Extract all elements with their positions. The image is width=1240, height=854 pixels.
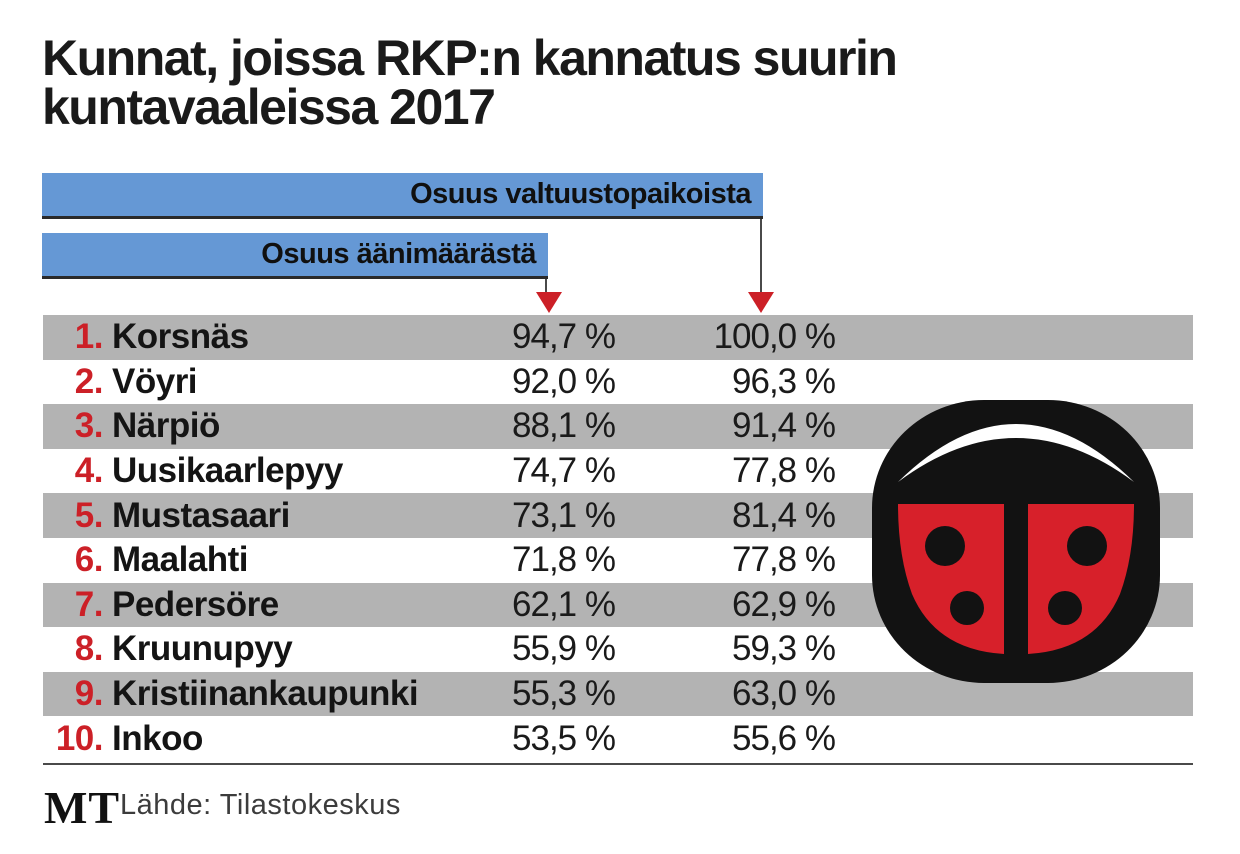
- rank-cell: 4.: [74, 451, 104, 491]
- rank-cell: 8.: [74, 629, 104, 669]
- rank-cell: 2.: [74, 361, 104, 401]
- column-label-seats-text: Osuus valtuustopaikoista: [410, 178, 751, 210]
- votes-share-cell: 55,3 %: [512, 674, 616, 714]
- votes-share-cell: 53,5 %: [512, 718, 616, 758]
- municipality-cell: Kristiinankaupunki: [112, 674, 419, 714]
- municipality-cell: Närpiö: [112, 406, 220, 446]
- seats-share-cell: 96,3 %: [732, 361, 836, 401]
- seats-share-cell: 77,8 %: [732, 540, 836, 580]
- down-arrow-icon: [536, 292, 562, 313]
- rank-cell: 5.: [74, 495, 104, 535]
- municipality-cell: Uusikaarlepyy: [112, 451, 343, 491]
- seats-share-cell: 77,8 %: [732, 451, 836, 491]
- table-row: 1. Korsnäs 94,7 % 100,0 %: [43, 315, 1193, 360]
- table-row: 2. Vöyri 92,0 % 96,3 %: [43, 359, 1193, 405]
- seats-share-cell: 81,4 %: [732, 495, 836, 535]
- table-row: 10. Inkoo 53,5 % 55,6 %: [43, 716, 1193, 761]
- ranking-table: 1. Korsnäs 94,7 % 100,0 % 2. Vöyri 92,0 …: [43, 315, 1193, 761]
- votes-share-cell: 62,1 %: [512, 584, 616, 624]
- municipality-cell: Kruunupyy: [112, 629, 293, 669]
- votes-share-cell: 73,1 %: [512, 495, 616, 535]
- votes-share-cell: 74,7 %: [512, 451, 616, 491]
- source-text: Lähde: Tilastokeskus: [120, 789, 401, 821]
- ladybug-icon: [872, 400, 1160, 683]
- votes-share-cell: 55,9 %: [512, 629, 616, 669]
- down-arrow-icon: [748, 292, 774, 313]
- seats-share-cell: 62,9 %: [732, 584, 836, 624]
- seats-share-cell: 91,4 %: [732, 406, 836, 446]
- title-line-1: Kunnat, joissa RKP:n kannatus suurin: [42, 30, 898, 86]
- municipality-cell: Pedersöre: [112, 584, 279, 624]
- municipality-cell: Maalahti: [112, 540, 249, 580]
- footer-divider: [43, 763, 1193, 765]
- column-label-seats: Osuus valtuustopaikoista: [42, 173, 763, 219]
- votes-share-cell: 94,7 %: [512, 317, 616, 357]
- votes-share-cell: 88,1 %: [512, 406, 616, 446]
- seats-connector-line: [760, 219, 762, 293]
- column-label-votes: Osuus äänimäärästä: [42, 233, 548, 279]
- municipality-cell: Vöyri: [112, 361, 198, 401]
- rank-cell: 9.: [74, 674, 104, 714]
- municipality-cell: Inkoo: [112, 718, 203, 758]
- rank-cell: 3.: [74, 406, 104, 446]
- rank-cell: 6.: [74, 540, 104, 580]
- table-row: 9. Kristiinankaupunki 55,3 % 63,0 %: [43, 671, 1193, 717]
- seats-share-cell: 55,6 %: [732, 718, 836, 758]
- rank-cell: 7.: [74, 584, 104, 624]
- votes-share-cell: 71,8 %: [512, 540, 616, 580]
- seats-share-cell: 63,0 %: [732, 674, 836, 714]
- mt-logo: MT: [44, 782, 121, 833]
- seats-share-cell: 59,3 %: [732, 629, 836, 669]
- municipality-cell: Mustasaari: [112, 495, 290, 535]
- votes-connector-line: [545, 279, 547, 293]
- municipality-cell: Korsnäs: [112, 317, 249, 357]
- title-line-2: kuntavaaleissa 2017: [42, 79, 496, 135]
- rank-cell: 10.: [55, 718, 104, 758]
- rank-cell: 1.: [74, 317, 104, 357]
- votes-share-cell: 92,0 %: [512, 361, 616, 401]
- seats-share-cell: 100,0 %: [713, 317, 836, 357]
- column-label-votes-text: Osuus äänimäärästä: [261, 238, 536, 270]
- page-title: Kunnat, joissa RKP:n kannatus suurin kun…: [42, 30, 1142, 135]
